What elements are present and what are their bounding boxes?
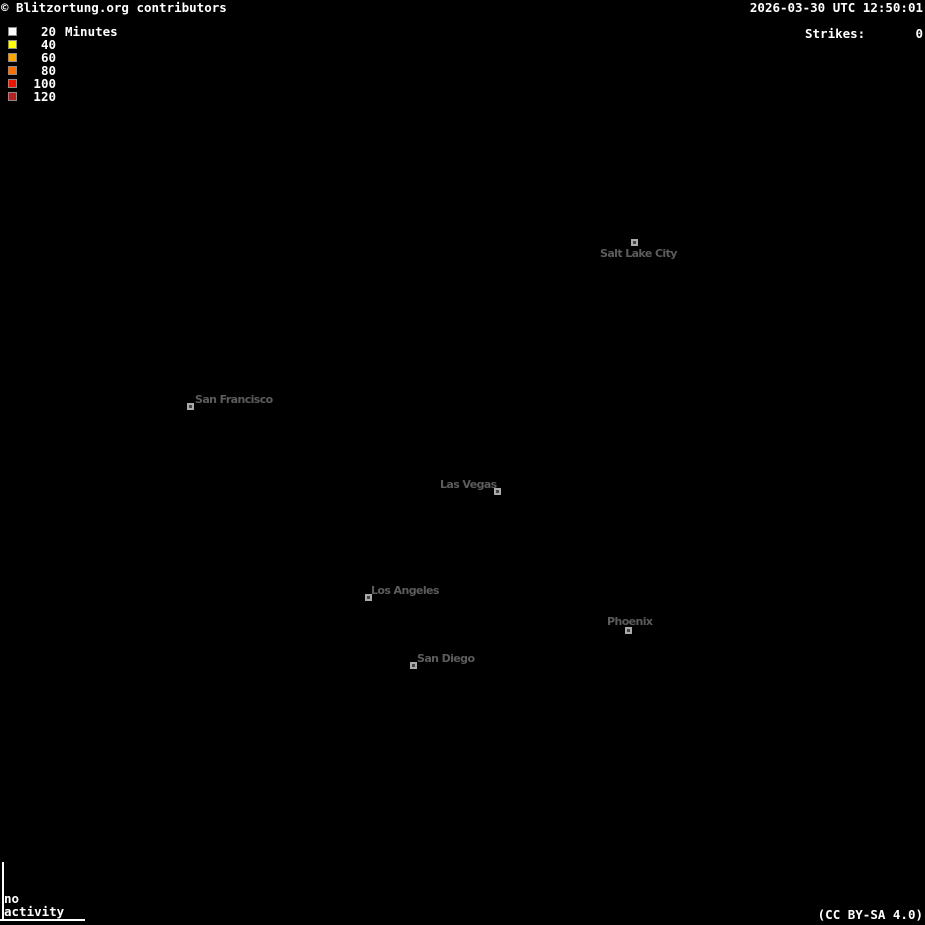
city-marker (625, 627, 632, 634)
strikes-count: 0 (915, 26, 923, 41)
strikes-label: Strikes: (805, 26, 866, 41)
legend: 20 Minutes 40 60 80 100 120 (8, 25, 118, 103)
legend-item: 100 (8, 77, 118, 90)
legend-value: 80 (40, 63, 56, 78)
legend-swatch-icon (8, 66, 17, 75)
city-label: San Francisco (195, 393, 273, 406)
license-text: (CC BY-SA 4.0) (817, 907, 923, 922)
city-marker (631, 239, 638, 246)
legend-item: 80 (8, 64, 118, 77)
city-label: Los Angeles (371, 584, 439, 597)
legend-value: 100 (33, 76, 56, 91)
city-label: San Diego (417, 652, 475, 665)
strikes-counter: Strikes: 0 (805, 27, 923, 40)
legend-value: 60 (40, 50, 56, 65)
legend-swatch-icon (8, 53, 17, 62)
activity-graph-y-axis (2, 862, 4, 920)
city-marker (494, 488, 501, 495)
timestamp-text: 2026-03-30 UTC 12:50:01 (749, 0, 923, 15)
city-marker (187, 403, 194, 410)
legend-swatch-icon (8, 79, 17, 88)
activity-status-label: no activity (4, 891, 65, 919)
legend-swatch-icon (8, 92, 17, 101)
attribution-text: © Blitzortung.org contributors (1, 0, 227, 15)
legend-item: 120 (8, 90, 118, 103)
legend-value: 40 (40, 37, 56, 52)
city-label: Salt Lake City (600, 247, 677, 260)
legend-value: 20 (40, 24, 56, 39)
city-marker (410, 662, 417, 669)
legend-value: 120 (33, 89, 56, 104)
city-label: Phoenix (607, 615, 653, 628)
legend-swatch-icon (8, 40, 17, 49)
city-marker (365, 594, 372, 601)
legend-item: 40 (8, 38, 118, 51)
city-label: Las Vegas (440, 478, 497, 491)
legend-swatch-icon (8, 27, 17, 36)
legend-item: 20 Minutes (8, 25, 118, 38)
legend-unit: Minutes (65, 24, 118, 39)
activity-graph-x-axis (0, 919, 85, 921)
legend-item: 60 (8, 51, 118, 64)
